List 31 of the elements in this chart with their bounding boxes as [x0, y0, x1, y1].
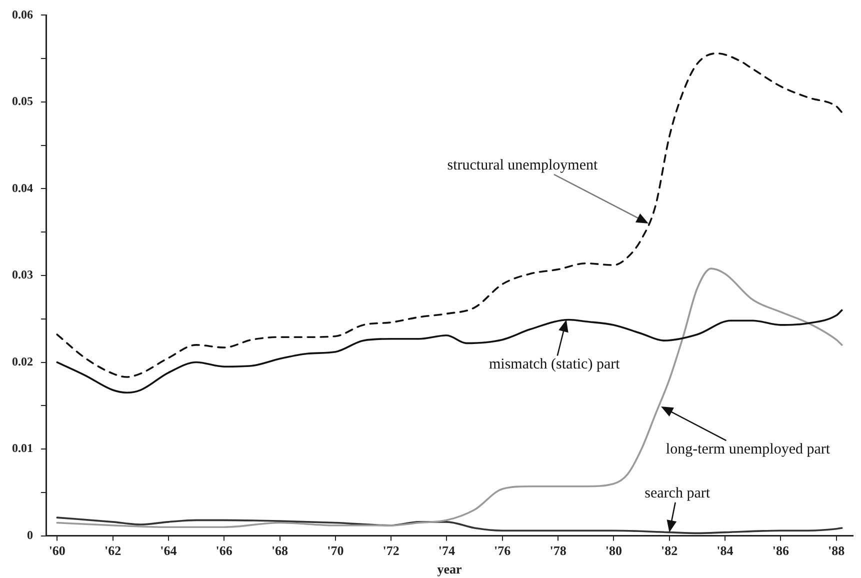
x-tick-label: '80 [605, 542, 622, 558]
annotation: search part [644, 485, 711, 502]
x-tick-label: '66 [216, 542, 233, 558]
x-axis-title: year [437, 562, 462, 577]
line-series [56, 268, 843, 528]
x-tick-label: '68 [271, 542, 289, 558]
y-tick-label: 0.04 [12, 180, 33, 195]
y-tick-label: 0 [27, 528, 33, 542]
x-tick-label: '70 [327, 542, 344, 558]
x-tick-label: '72 [382, 542, 400, 558]
x-tick-label: '86 [772, 542, 790, 558]
annotation: long-term unemployed part [666, 441, 831, 458]
x-tick-label: '84 [716, 542, 734, 558]
x-tick-label: '74 [438, 542, 456, 558]
x-tick-label: '88 [828, 542, 846, 558]
annotation: structural unemployment [447, 157, 598, 174]
x-tick-label: '62 [104, 542, 122, 558]
y-tick-label: 0.05 [12, 94, 33, 108]
y-tick-label: 0.02 [12, 354, 33, 368]
line-series [56, 516, 843, 534]
x-tick-label: '60 [48, 542, 66, 558]
line-series [56, 52, 843, 378]
annotation: mismatch (static) part [488, 356, 621, 373]
y-tick-label: 0.03 [12, 268, 33, 282]
line-series [56, 309, 843, 394]
x-tick-label: '76 [494, 542, 512, 558]
y-tick-label: 0.01 [12, 441, 33, 456]
x-tick-label: '82 [661, 542, 678, 558]
x-tick-label: '78 [550, 542, 567, 558]
y-tick-label: 0.06 [12, 7, 33, 22]
x-tick-label: '64 [160, 542, 178, 558]
